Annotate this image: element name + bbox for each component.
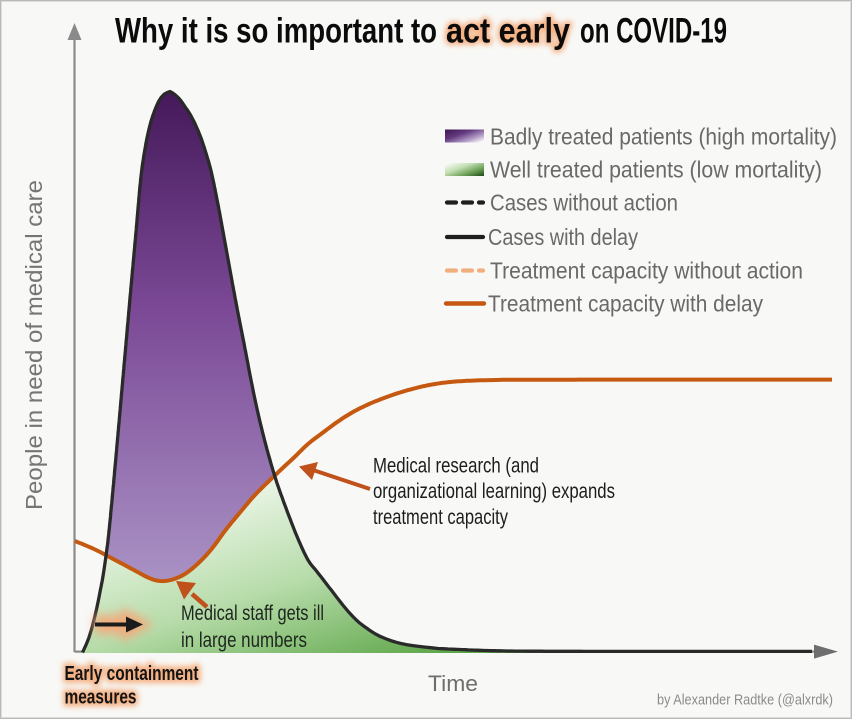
svg-text:Cases with delay: Cases with delay xyxy=(488,224,638,250)
svg-text:on COVID-19: on COVID-19 xyxy=(580,12,727,51)
svg-text:Cases without action: Cases without action xyxy=(490,190,678,216)
svg-text:Treatment capacity without act: Treatment capacity without action xyxy=(490,258,803,284)
svg-text:Medical research (and: Medical research (and xyxy=(373,455,539,478)
svg-text:People in need of medical care: People in need of medical care xyxy=(21,180,47,510)
svg-text:Time: Time xyxy=(428,671,478,696)
svg-text:Medical staff gets ill: Medical staff gets ill xyxy=(181,602,324,625)
svg-text:act early: act early xyxy=(446,12,570,51)
svg-text:treatment capacity: treatment capacity xyxy=(373,506,508,529)
svg-text:act early: act early xyxy=(446,12,570,51)
svg-text:Early containment: Early containment xyxy=(65,663,199,685)
svg-text:Badly treated patients (high m: Badly treated patients (high mortality) xyxy=(490,124,837,150)
svg-text:Why it is so important to: Why it is so important to xyxy=(115,12,437,51)
svg-text:measures: measures xyxy=(65,686,137,708)
svg-text:in large numbers: in large numbers xyxy=(181,629,307,652)
svg-text:Treatment capacity with delay: Treatment capacity with delay xyxy=(488,291,763,317)
svg-text:by Alexander Radtke (@alxrdk): by Alexander Radtke (@alxrdk) xyxy=(657,693,833,709)
svg-text:measures: measures xyxy=(65,686,137,708)
svg-text:Well treated patients (low mor: Well treated patients (low mortality) xyxy=(490,157,822,183)
svg-text:organizational learning) expan: organizational learning) expands xyxy=(373,480,615,503)
svg-text:Early containment: Early containment xyxy=(65,663,199,685)
